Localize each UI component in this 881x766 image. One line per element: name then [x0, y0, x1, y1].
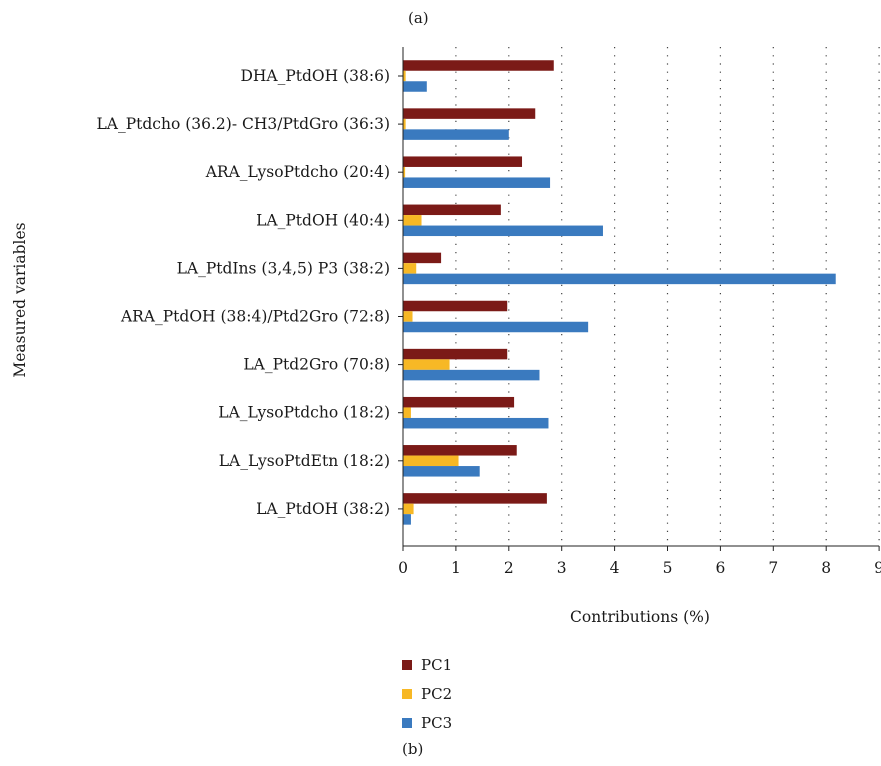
- bar-pc3-9: [403, 466, 480, 477]
- legend-label-pc1: PC1: [421, 655, 453, 674]
- bar-pc2-5: [403, 263, 417, 274]
- legend-item-pc3: PC3: [402, 708, 452, 737]
- grid-lines: [455, 47, 880, 546]
- category-label-3: ARA_LysoPtdcho (20:4): [205, 163, 390, 181]
- x-tick-label-2: 2: [504, 559, 514, 577]
- x-axis-title: Contributions (%): [570, 608, 710, 626]
- x-tick-label-7: 7: [768, 559, 778, 577]
- x-tick-label-3: 3: [557, 559, 567, 577]
- bar-pc3-8: [403, 417, 549, 429]
- bar-pc1-7: [403, 348, 508, 360]
- x-tick-label-5: 5: [663, 559, 673, 577]
- bar-pc2-2: [403, 118, 406, 130]
- category-label-5: LA_PtdIns (3,4,5) P3 (38:2): [177, 259, 390, 277]
- bar-pc1-4: [403, 204, 501, 216]
- axes: [398, 47, 880, 551]
- bar-pc2-10: [403, 503, 414, 515]
- bar-pc2-9: [403, 455, 459, 467]
- legend-item-pc1: PC1: [402, 650, 452, 679]
- labels: DHA_PtdOH (38:6) LA_Ptdcho (36.2)- CH3/Pt…: [11, 67, 881, 626]
- panel-label-b: (b): [402, 740, 424, 758]
- bars: [403, 60, 836, 525]
- legend-label-pc2: PC2: [421, 684, 453, 703]
- bar-pc3-4: [403, 225, 603, 237]
- bar-pc3-2: [403, 129, 509, 140]
- legend-swatch-pc1: [402, 659, 412, 670]
- bar-pc3-10: [403, 514, 411, 525]
- legend-item-pc2: PC2: [402, 679, 452, 708]
- legend-label-pc3: PC3: [421, 713, 453, 732]
- bar-pc3-7: [403, 369, 540, 381]
- category-label-2: LA_Ptdcho (36.2)- CH3/PtdGro (36:3): [96, 115, 390, 133]
- panel-label-a: (a): [408, 9, 429, 27]
- bar-pc1-5: [403, 252, 442, 264]
- category-label-9: LA_LysoPtdEtn (18:2): [219, 452, 390, 470]
- x-tick-label-6: 6: [715, 559, 725, 577]
- bar-pc2-1: [403, 70, 406, 82]
- category-label-4: LA_PtdOH (40:4): [256, 211, 390, 229]
- bar-pc1-10: [403, 493, 547, 504]
- bar-pc1-6: [403, 300, 508, 312]
- bar-pc2-3: [403, 166, 406, 178]
- y-axis-title: Measured variables: [11, 222, 29, 377]
- bar-pc1-2: [403, 108, 536, 119]
- bar-pc2-6: [403, 311, 413, 322]
- bar-pc3-6: [403, 321, 589, 333]
- bar-pc3-3: [403, 177, 551, 188]
- bar-pc2-8: [403, 407, 411, 418]
- bar-pc2-7: [403, 359, 450, 370]
- category-label-1: DHA_PtdOH (38:6): [240, 67, 390, 85]
- bar-pc1-3: [403, 156, 523, 167]
- bar-pc3-5: [403, 273, 836, 285]
- x-tick-label-0: 0: [398, 559, 408, 577]
- x-tick-label-8: 8: [821, 559, 831, 577]
- category-label-6: ARA_PtdOH (38:4)/Ptd2Gro (72:8): [120, 308, 390, 326]
- legend: PC1 PC2 PC3: [402, 650, 452, 737]
- x-tick-label-9: 9: [874, 559, 881, 577]
- bar-pc1-9: [403, 445, 517, 456]
- x-tick-label-1: 1: [451, 559, 461, 577]
- bar-pc2-4: [403, 215, 422, 226]
- category-label-8: LA_LysoPtdcho (18:2): [218, 404, 390, 422]
- legend-swatch-pc2: [402, 688, 412, 699]
- bar-pc1-8: [403, 396, 515, 408]
- category-label-10: LA_PtdOH (38:2): [256, 500, 390, 518]
- bar-pc1-1: [403, 60, 554, 71]
- category-label-7: LA_Ptd2Gro (70:8): [243, 356, 390, 374]
- bar-pc3-1: [403, 81, 427, 92]
- x-tick-label-4: 4: [610, 559, 620, 577]
- legend-swatch-pc3: [402, 717, 412, 728]
